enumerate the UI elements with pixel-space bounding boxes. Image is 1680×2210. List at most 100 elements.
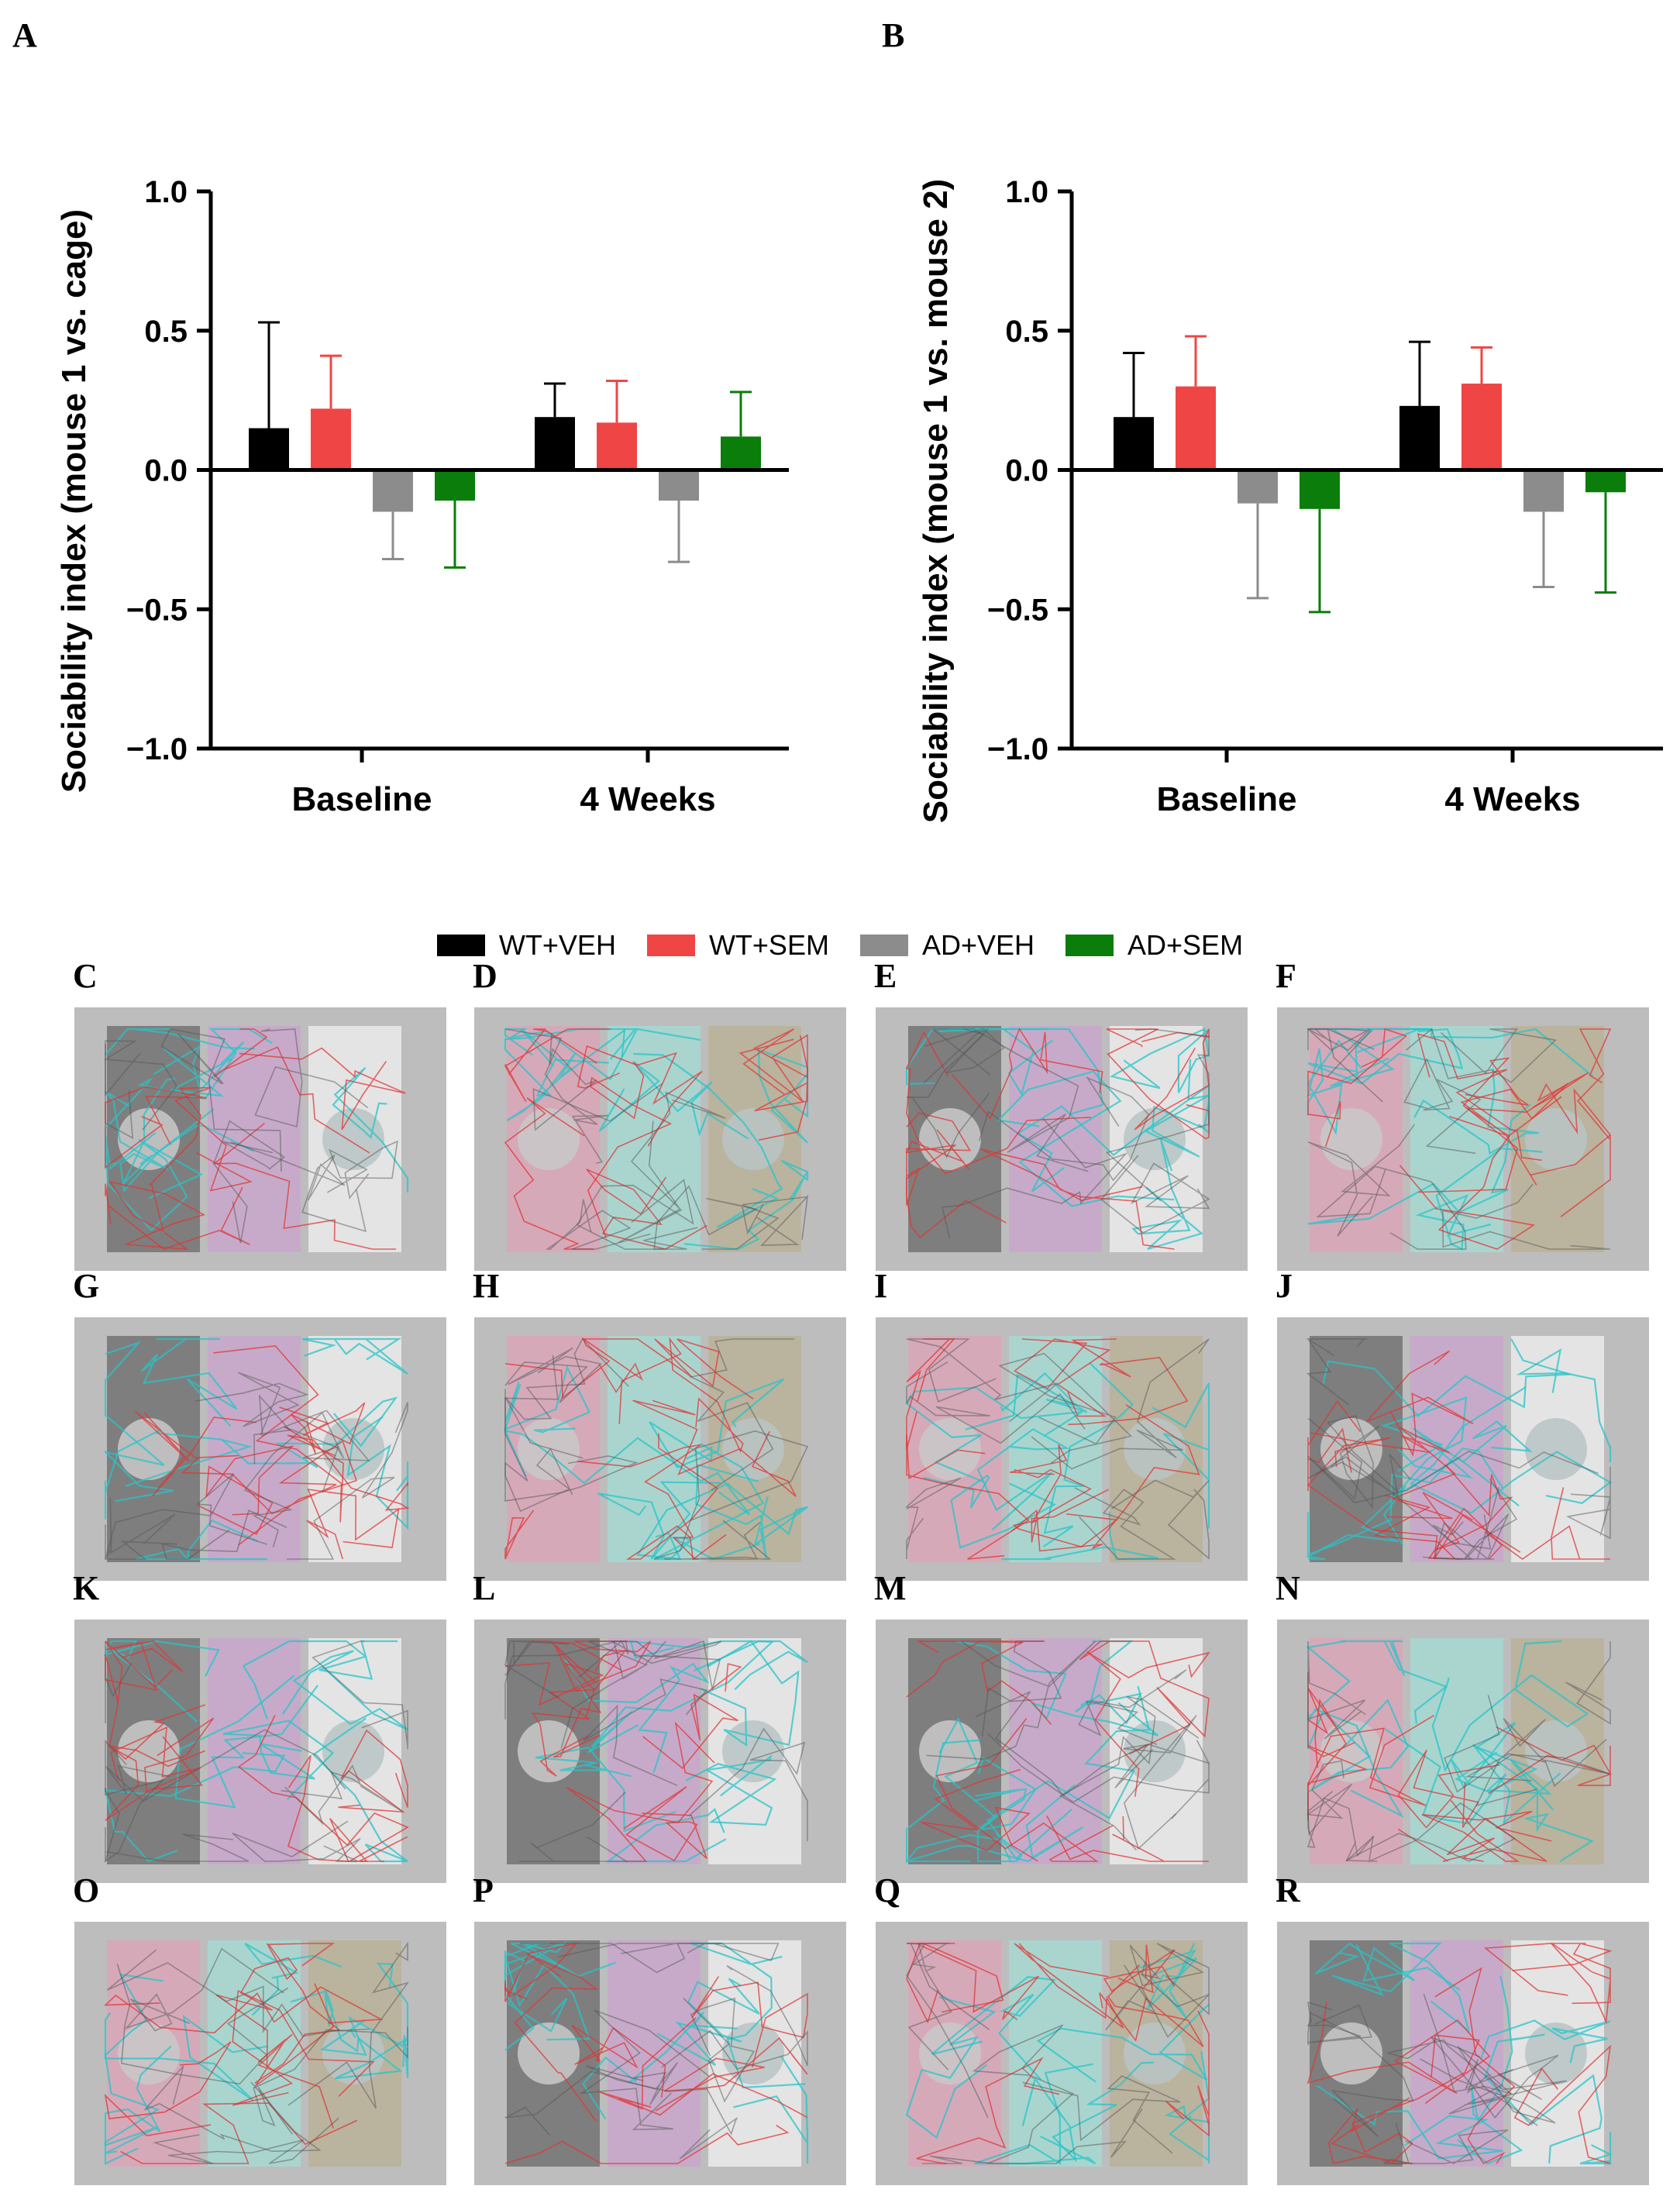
- trajectory-path: [319, 2016, 409, 2078]
- trajectory-path: [1100, 1155, 1210, 1234]
- trajectory-path: [306, 1489, 400, 1560]
- sociability-chart-b: B Sociability index (mouse 1 vs. mouse 2)…: [882, 16, 1663, 823]
- trajectory-path: [144, 2065, 322, 2153]
- trajectory-path: [1530, 1072, 1612, 1176]
- legend-item: AD+SEM: [1065, 929, 1243, 962]
- cage-left: [919, 1108, 981, 1170]
- trajectory-path: [1366, 1350, 1474, 1457]
- trajectory-path: [935, 1718, 1114, 1862]
- trajectory-path: [921, 2108, 1143, 2164]
- trajectory-path: [1306, 1039, 1362, 1136]
- tracking-image: [474, 1922, 846, 2185]
- trajectory-path: [754, 1035, 808, 1141]
- chamber-zone: [208, 1638, 301, 1864]
- trajectory-path: [1397, 1749, 1500, 1829]
- trajectory-path: [623, 1786, 707, 1862]
- trajectory-path: [504, 2062, 679, 2136]
- trajectory-path: [254, 1943, 342, 2084]
- trajectory-path: [242, 1640, 398, 1719]
- bar-wt-sem-baseline: [1176, 386, 1216, 470]
- tracking-image: [74, 1007, 446, 1271]
- trajectory-path: [243, 1411, 345, 1547]
- tracking-image: [474, 1007, 846, 1271]
- trajectory-path: [981, 1640, 1062, 1737]
- trajectory-path: [545, 1199, 651, 1250]
- cage-left: [118, 2022, 180, 2084]
- trajectory-path: [1110, 1028, 1210, 1093]
- trajectory-path: [582, 2012, 738, 2120]
- trajectory-path: [136, 1519, 268, 1561]
- y-tick-label: 0.5: [144, 315, 188, 349]
- trajectory-path: [629, 1640, 808, 1690]
- trajectory-path: [104, 1428, 253, 1520]
- trajectory-path: [905, 1477, 962, 1559]
- cage-left: [919, 2022, 981, 2084]
- trajectory-path: [518, 1791, 628, 1862]
- trajectory-path: [649, 1378, 785, 1468]
- trajectory-path: [938, 1716, 1023, 1863]
- trajectory-path: [105, 1739, 170, 1802]
- trajectory-path: [576, 1179, 698, 1250]
- track-panel-letter: I: [874, 1267, 888, 1305]
- track-panel-letter: M: [874, 1569, 907, 1607]
- trajectory-path: [923, 1028, 1005, 1084]
- trajectory-path: [579, 2009, 710, 2130]
- trajectory-path: [254, 1028, 369, 1127]
- trajectory-path: [239, 1047, 406, 1131]
- trajectory-path: [906, 1784, 1084, 1863]
- tracking-image: [74, 1620, 446, 1883]
- bar-wt-sem-4-weeks: [597, 422, 637, 470]
- trajectory-path: [653, 1430, 809, 1560]
- y-tick-label: 1.0: [144, 175, 188, 209]
- trajectory-path: [618, 1337, 744, 1453]
- bar-ad-sem-4-weeks: [721, 436, 761, 470]
- trajectory-path: [1306, 2001, 1373, 2043]
- sociability-chart-a: A Sociability index (mouse 1 vs. cage) 1.0…: [12, 16, 789, 818]
- trajectory-path: [1513, 2044, 1612, 2164]
- track-panel-letter: E: [874, 957, 897, 995]
- chamber-zone: [1009, 1638, 1102, 1864]
- track-panel-letter: N: [1275, 1569, 1300, 1607]
- trajectory-path: [504, 1028, 611, 1103]
- track-panel-letter: R: [1275, 1871, 1300, 1909]
- trajectory-path: [1307, 1640, 1366, 1740]
- bar-ad-sem-4-weeks: [1585, 470, 1626, 493]
- trajectory-path: [253, 1394, 370, 1493]
- track-panel-letter: D: [473, 957, 497, 995]
- trajectory-path: [1014, 1943, 1124, 2029]
- tracking-image: [1277, 1922, 1649, 2185]
- trajectory-path: [700, 1640, 800, 1747]
- tracking-image: [876, 1007, 1248, 1271]
- trajectory-path: [255, 1983, 335, 2129]
- trajectory-path: [215, 1943, 298, 2067]
- tracking-image: [876, 1620, 1248, 1883]
- trajectory-path: [906, 1943, 1040, 2024]
- trajectory-path: [1560, 1028, 1612, 1217]
- trajectory-path: [1306, 1792, 1375, 1862]
- trajectory-path: [504, 1355, 573, 1513]
- trajectory-path: [998, 1352, 1133, 1464]
- trajectory-path: [1307, 1028, 1407, 1148]
- trajectory-path: [1465, 1718, 1547, 1807]
- trajectory-path: [1305, 1485, 1406, 1561]
- legend-label: AD+SEM: [1127, 929, 1244, 961]
- tracking-image: [876, 1922, 1248, 2185]
- y-tick-label: −1.0: [987, 732, 1048, 766]
- track-panel-letter: J: [1275, 1267, 1293, 1305]
- trajectory-path: [504, 1941, 616, 1984]
- track-panel-letter: C: [73, 957, 98, 995]
- chamber-zone: [608, 1940, 701, 2167]
- trajectory-path: [346, 1416, 409, 1530]
- trajectory-path: [997, 1070, 1175, 1207]
- cage-right: [322, 1720, 384, 1782]
- trajectory-path: [598, 1062, 749, 1140]
- trajectory-path: [1307, 1124, 1416, 1237]
- trajectory-path: [1423, 1994, 1513, 2115]
- trajectory-path: [195, 1372, 309, 1436]
- trajectory-path: [504, 1028, 701, 1081]
- cage-left: [118, 1720, 180, 1782]
- trajectory-path: [105, 1183, 250, 1250]
- trajectory-path: [116, 1963, 289, 2085]
- trajectory-path: [312, 1717, 408, 1863]
- trajectory-path: [625, 1433, 719, 1560]
